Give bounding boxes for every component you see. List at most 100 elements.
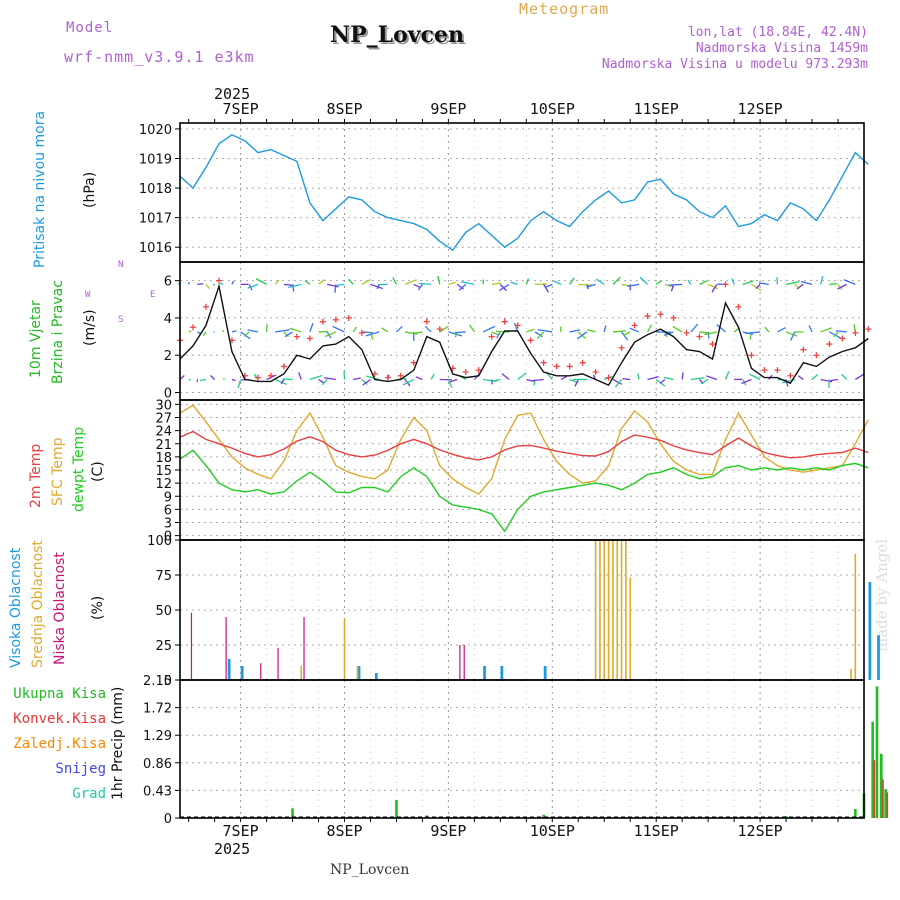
wind-arrow — [318, 279, 325, 285]
wind-arrow — [612, 330, 626, 333]
low-cloud-bar — [459, 645, 461, 680]
wind-arrow — [404, 279, 417, 285]
bottom-date-label: 11SEP — [633, 822, 679, 840]
wind-arrow — [197, 283, 204, 286]
wind-arrow — [318, 378, 325, 384]
wind-arrow — [370, 283, 383, 290]
wind-arrow — [231, 280, 235, 285]
gust-marker — [644, 313, 651, 320]
wind-arrow — [612, 276, 621, 285]
wind-arrow — [639, 276, 648, 285]
low-cloud-bar — [190, 612, 193, 680]
wind-arrow — [219, 282, 224, 285]
wind-arrow — [854, 373, 865, 381]
low-cloud-bar — [277, 647, 279, 680]
footer-station: NP_Lovcen — [330, 862, 410, 878]
wind-arrow — [627, 283, 639, 288]
wind-arrow — [724, 371, 730, 380]
wind-arrow — [785, 379, 789, 387]
wind-arrow — [347, 278, 354, 285]
wind-arrow — [621, 283, 630, 287]
wind-arrow — [655, 280, 662, 285]
wind-arrow — [526, 328, 535, 333]
dewpoint-line — [179, 449, 869, 533]
top-date-label: 9SEP — [430, 100, 467, 118]
wind-arrow — [835, 330, 847, 333]
wind-arrow — [437, 275, 441, 285]
wind-arrow — [764, 326, 770, 333]
wind-arrow — [458, 283, 467, 291]
gust-marker — [540, 359, 547, 366]
gust-marker — [293, 333, 300, 340]
wind-arrow — [699, 331, 709, 334]
wind-arrow — [336, 283, 345, 287]
panel-frame — [179, 122, 865, 263]
y-tick-label: 4 — [164, 312, 172, 327]
wind-rose-w: W — [85, 290, 91, 300]
wind-arrow — [439, 325, 449, 333]
wind-arrow — [707, 331, 710, 339]
wind-arrow — [587, 329, 596, 333]
total-precip-bar — [291, 808, 294, 818]
wind-arrow — [785, 331, 798, 337]
high-cloud-bar — [227, 659, 231, 680]
wind-arrow — [777, 326, 786, 333]
gust-marker — [566, 363, 573, 370]
gust-marker — [774, 367, 781, 374]
gust-marker — [800, 346, 807, 353]
total-precip-bar — [395, 800, 398, 818]
mid-cloud-bar — [607, 540, 610, 680]
year-bottom: 2025 — [214, 840, 251, 858]
gust-marker — [748, 352, 755, 359]
wind-arrow — [304, 280, 311, 285]
bottom-date-label: 7SEP — [222, 822, 259, 840]
wind-arrow — [231, 378, 236, 382]
wind-arrow — [706, 375, 718, 381]
total-precip-bar — [542, 814, 545, 818]
y-tick-label: 25 — [155, 639, 172, 654]
wind-arrow — [621, 331, 629, 341]
gust-marker — [527, 337, 534, 344]
top-date-label: 10SEP — [529, 100, 575, 118]
wind-arrow — [482, 325, 496, 333]
wind-arrow — [402, 378, 415, 386]
bottom-date-label: 10SEP — [529, 822, 575, 840]
wind-arrow — [392, 277, 398, 285]
wind-arrow — [491, 282, 502, 286]
gust-marker — [306, 335, 313, 342]
y-tick-label: 30 — [155, 398, 172, 413]
wind-arrow — [247, 283, 259, 289]
wind-arrow — [321, 379, 328, 386]
y-tick-label: 2.15 — [143, 674, 172, 689]
wind-arrow — [837, 283, 847, 290]
wind-arrow — [586, 283, 596, 288]
y-tick-label: 1019 — [139, 152, 172, 167]
legend-ice-precip: Zaledj.Kisa — [13, 736, 106, 752]
wind-arrow — [447, 379, 453, 388]
wind-arrow — [247, 329, 259, 333]
bottom-date-label: 8SEP — [326, 822, 363, 840]
wind-arrow — [309, 374, 323, 381]
wind-arrow — [811, 374, 819, 380]
wind-arrow — [413, 331, 423, 335]
model-label: Model — [66, 20, 114, 36]
wind-arrow — [646, 324, 653, 333]
wind-arrow — [820, 378, 833, 383]
wind-arrow — [623, 331, 631, 336]
gust-marker — [813, 352, 820, 359]
wind-arrow — [289, 327, 302, 333]
gust-marker — [475, 367, 482, 374]
gust-marker — [189, 324, 196, 331]
meteogram-title: Meteogram — [519, 0, 610, 18]
gust-marker — [254, 374, 261, 381]
wind-arrow — [704, 331, 717, 336]
conv-precip-bar — [886, 792, 889, 818]
conv-precip-bar — [882, 779, 884, 818]
wind-arrow — [325, 331, 337, 338]
gust-marker — [462, 369, 469, 376]
wind-arrow — [456, 283, 464, 290]
gust-marker — [852, 329, 859, 336]
high-cloud-bar — [374, 673, 378, 680]
wind-arrow — [647, 376, 659, 381]
